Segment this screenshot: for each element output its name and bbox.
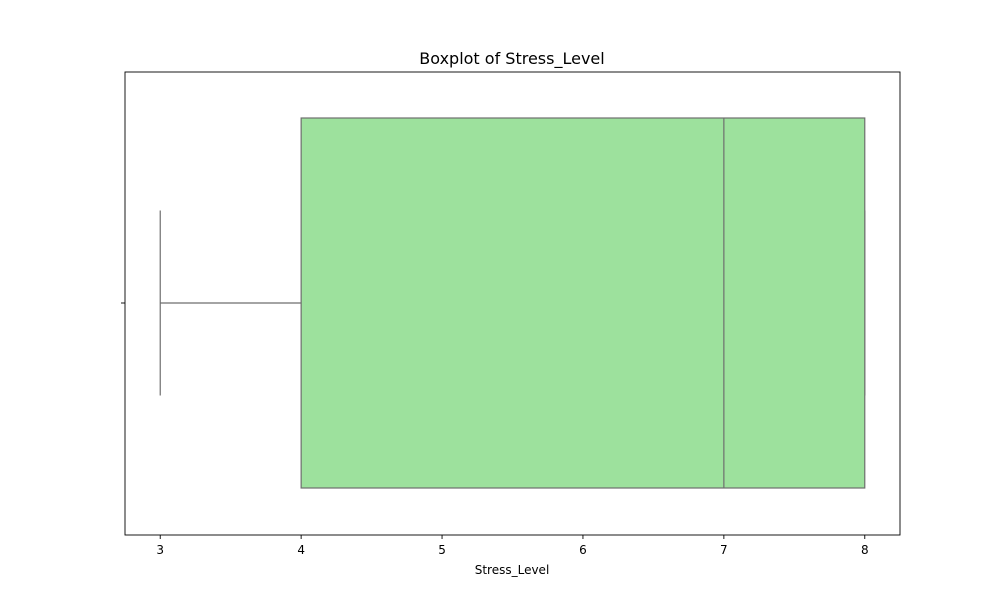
x-tick-label: 8 xyxy=(861,543,869,557)
x-tick-label: 5 xyxy=(438,543,446,557)
x-tick-label: 7 xyxy=(720,543,728,557)
plot-area xyxy=(121,71,901,536)
iqr-box xyxy=(300,117,866,489)
x-axis-label: Stress_Level xyxy=(475,563,550,577)
x-tick-label: 6 xyxy=(579,543,587,557)
x-tick-label: 3 xyxy=(156,543,164,557)
x-tick-label: 4 xyxy=(297,543,305,557)
axes-frame xyxy=(124,71,901,536)
chart-title: Boxplot of Stress_Level xyxy=(419,49,604,69)
x-axis: 3 4 5 6 7 8 xyxy=(156,535,869,557)
